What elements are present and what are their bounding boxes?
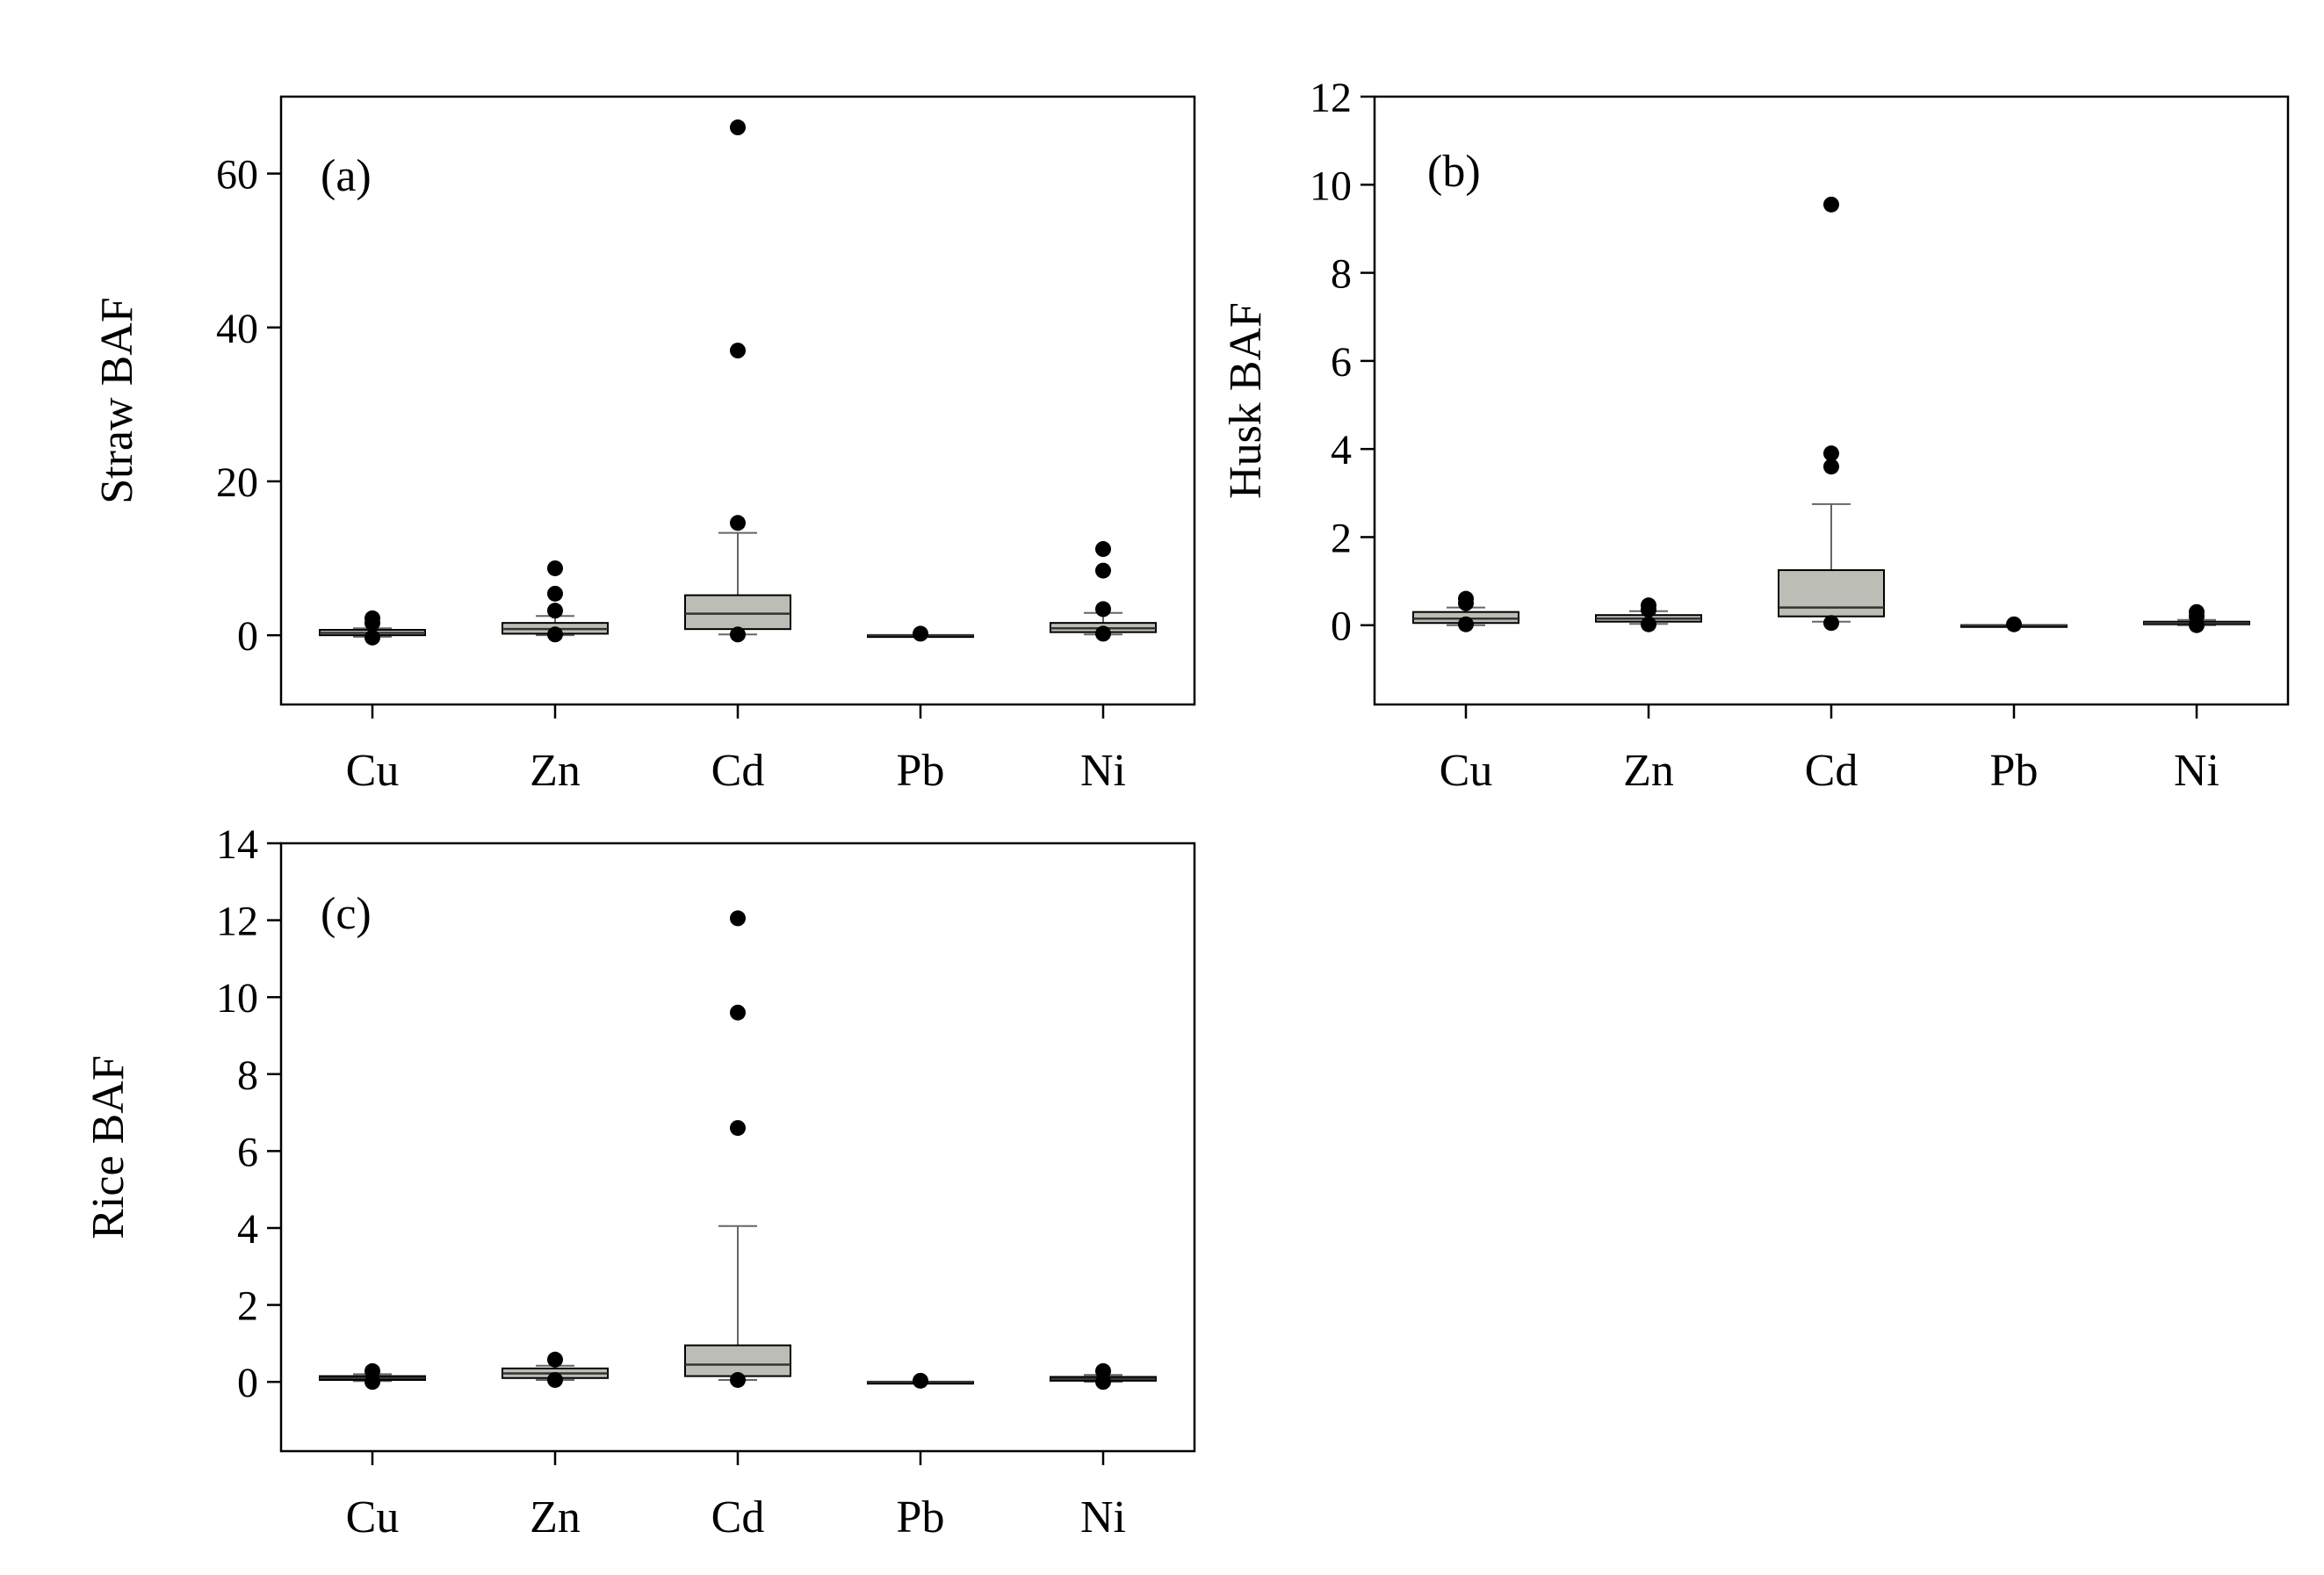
- box-zn: [502, 560, 609, 643]
- box-cu: [319, 610, 426, 646]
- x-tick-label: Cd: [711, 746, 765, 796]
- box-cd: [1778, 196, 1885, 632]
- box-cd: [684, 119, 791, 643]
- box-zn: [1595, 597, 1702, 632]
- box-pb: [867, 1372, 974, 1389]
- y-tick-label: 4: [1331, 427, 1352, 473]
- outlier-point: [547, 560, 563, 576]
- box-cu: [319, 1362, 426, 1391]
- x-tick-label: Zn: [530, 746, 581, 796]
- box-pb: [1960, 616, 2068, 632]
- panel-label: (c): [321, 889, 372, 939]
- y-tick-label: 12: [1310, 75, 1352, 121]
- outlier-point: [1458, 595, 1474, 611]
- outlier-point: [547, 1351, 563, 1368]
- y-axis-label: Straw BAF: [92, 297, 142, 503]
- outlier-point: [364, 615, 380, 632]
- x-tick-label: Zn: [530, 1492, 581, 1542]
- outlier-point: [547, 603, 563, 619]
- panel-c: 0 2 4 6 8 10 12 14 Cu Zn Cd Pb Ni Rice BAF (c): [83, 821, 1196, 1542]
- box-ni: [1050, 1362, 1157, 1391]
- y-tick-label: 12: [216, 899, 258, 945]
- y-tick-label: 0: [1331, 603, 1352, 650]
- outlier-point: [547, 1371, 563, 1388]
- outlier-point: [730, 1004, 746, 1021]
- outlier-point: [730, 515, 746, 531]
- outlier-point: [1095, 1374, 1111, 1391]
- outlier-point: [1641, 616, 1656, 632]
- outlier-point: [1823, 445, 1839, 462]
- y-tick-label: 10: [216, 975, 258, 1022]
- outlier-point: [547, 585, 563, 602]
- y-tick-label: 8: [237, 1052, 258, 1099]
- y-tick-label: 0: [237, 1360, 258, 1406]
- x-tick-label: Cu: [346, 1492, 400, 1542]
- x-tick-label: Cd: [711, 1492, 765, 1542]
- outlier-point: [1823, 196, 1839, 213]
- outlier-point: [2006, 616, 2022, 632]
- y-tick-label: 14: [216, 821, 258, 868]
- panel-b: 0 2 4 6 8 10 12 Cu Zn Cd Pb Ni Husk BAF (b): [1221, 75, 2290, 796]
- outlier-point: [730, 1120, 746, 1137]
- box-cu: [1412, 590, 1519, 632]
- y-tick-label: 0: [237, 613, 258, 660]
- outlier-point: [913, 1372, 928, 1389]
- box-iqr: [684, 594, 791, 631]
- outlier-point: [730, 119, 746, 136]
- y-tick-label: 20: [216, 459, 258, 506]
- outlier-point: [1095, 601, 1111, 618]
- y-tick-label: 60: [216, 152, 258, 199]
- box-iqr: [684, 1344, 791, 1377]
- outlier-point: [730, 1371, 746, 1388]
- outlier-point: [2189, 617, 2205, 633]
- y-axis-label: Rice BAF: [83, 1055, 134, 1239]
- x-tick-label: Ni: [1080, 1492, 1126, 1542]
- outlier-point: [364, 629, 380, 646]
- outlier-point: [1095, 541, 1111, 558]
- panel-a: 0 20 40 60 Cu Zn Cd Pb Ni Straw BAF (a): [92, 95, 1196, 796]
- box-ni: [1050, 541, 1157, 642]
- y-tick-label: 6: [237, 1129, 258, 1175]
- box-iqr: [1778, 569, 1885, 618]
- x-tick-label: Cd: [1805, 746, 1858, 796]
- x-tick-label: Pb: [897, 746, 945, 796]
- x-tick-label: Pb: [1990, 746, 2039, 796]
- box-ni: [2143, 603, 2250, 633]
- y-tick-label: 40: [216, 306, 258, 352]
- outlier-point: [1095, 625, 1111, 642]
- outlier-point: [1823, 615, 1839, 632]
- outlier-point: [1095, 562, 1111, 579]
- outlier-point: [547, 626, 563, 643]
- x-tick-label: Ni: [1080, 746, 1126, 796]
- outlier-point: [364, 1374, 380, 1391]
- y-tick-label: 2: [237, 1283, 258, 1330]
- y-axis-label: Husk BAF: [1221, 302, 1271, 499]
- x-tick-label: Ni: [2174, 746, 2219, 796]
- box-pb: [867, 625, 974, 642]
- outlier-point: [730, 910, 746, 927]
- y-tick-label: 8: [1331, 251, 1352, 298]
- y-tick-label: 10: [1310, 163, 1352, 209]
- outlier-point: [1641, 602, 1656, 618]
- box-zn: [502, 1351, 609, 1388]
- x-tick-label: Pb: [897, 1492, 945, 1542]
- box-cd: [684, 910, 791, 1388]
- panel-label: (a): [321, 151, 372, 201]
- x-tick-label: Cu: [346, 746, 400, 796]
- y-tick-label: 2: [1331, 515, 1352, 561]
- y-tick-label: 4: [237, 1206, 258, 1253]
- outlier-point: [913, 625, 928, 642]
- y-tick-label: 6: [1331, 339, 1352, 386]
- panel-label: (b): [1427, 147, 1481, 197]
- outlier-point: [1823, 459, 1839, 475]
- outlier-point: [730, 343, 746, 359]
- outlier-point: [1458, 616, 1474, 632]
- x-tick-label: Cu: [1440, 746, 1493, 796]
- x-tick-label: Zn: [1623, 746, 1674, 796]
- outlier-point: [730, 626, 746, 643]
